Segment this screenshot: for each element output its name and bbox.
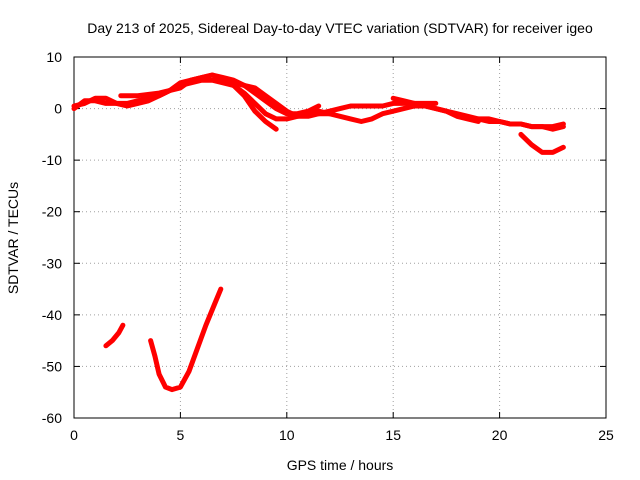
x-tick-label: 5 [177,427,185,443]
y-tick-label: -30 [42,255,62,271]
x-tick-label: 20 [492,427,508,443]
series-arc-10 [148,286,224,393]
data-series-group [71,72,566,393]
x-axis-label: GPS time / hours [287,457,394,473]
series-arc-7 [475,116,566,132]
y-tick-label: -60 [42,410,62,426]
x-tick-label: 15 [385,427,401,443]
series-arc-9 [103,322,126,349]
x-tick-label: 10 [279,427,295,443]
plot-frame [73,56,607,419]
y-tick-label: -40 [42,307,62,323]
x-tick-label: 25 [598,427,614,443]
y-tick-label: 0 [54,101,62,117]
chart-title: Day 213 of 2025, Sidereal Day-to-day VTE… [87,20,593,36]
y-tick-label: -50 [42,358,62,374]
y-tick-label: -10 [42,152,62,168]
y-tick-label: -20 [42,204,62,220]
x-tick-label: 0 [70,427,78,443]
y-tick-label: 10 [46,49,62,65]
y-axis-label: SDTVAR / TECUs [5,182,21,294]
series-arc-4 [231,80,439,119]
series-arc-8 [518,131,566,155]
